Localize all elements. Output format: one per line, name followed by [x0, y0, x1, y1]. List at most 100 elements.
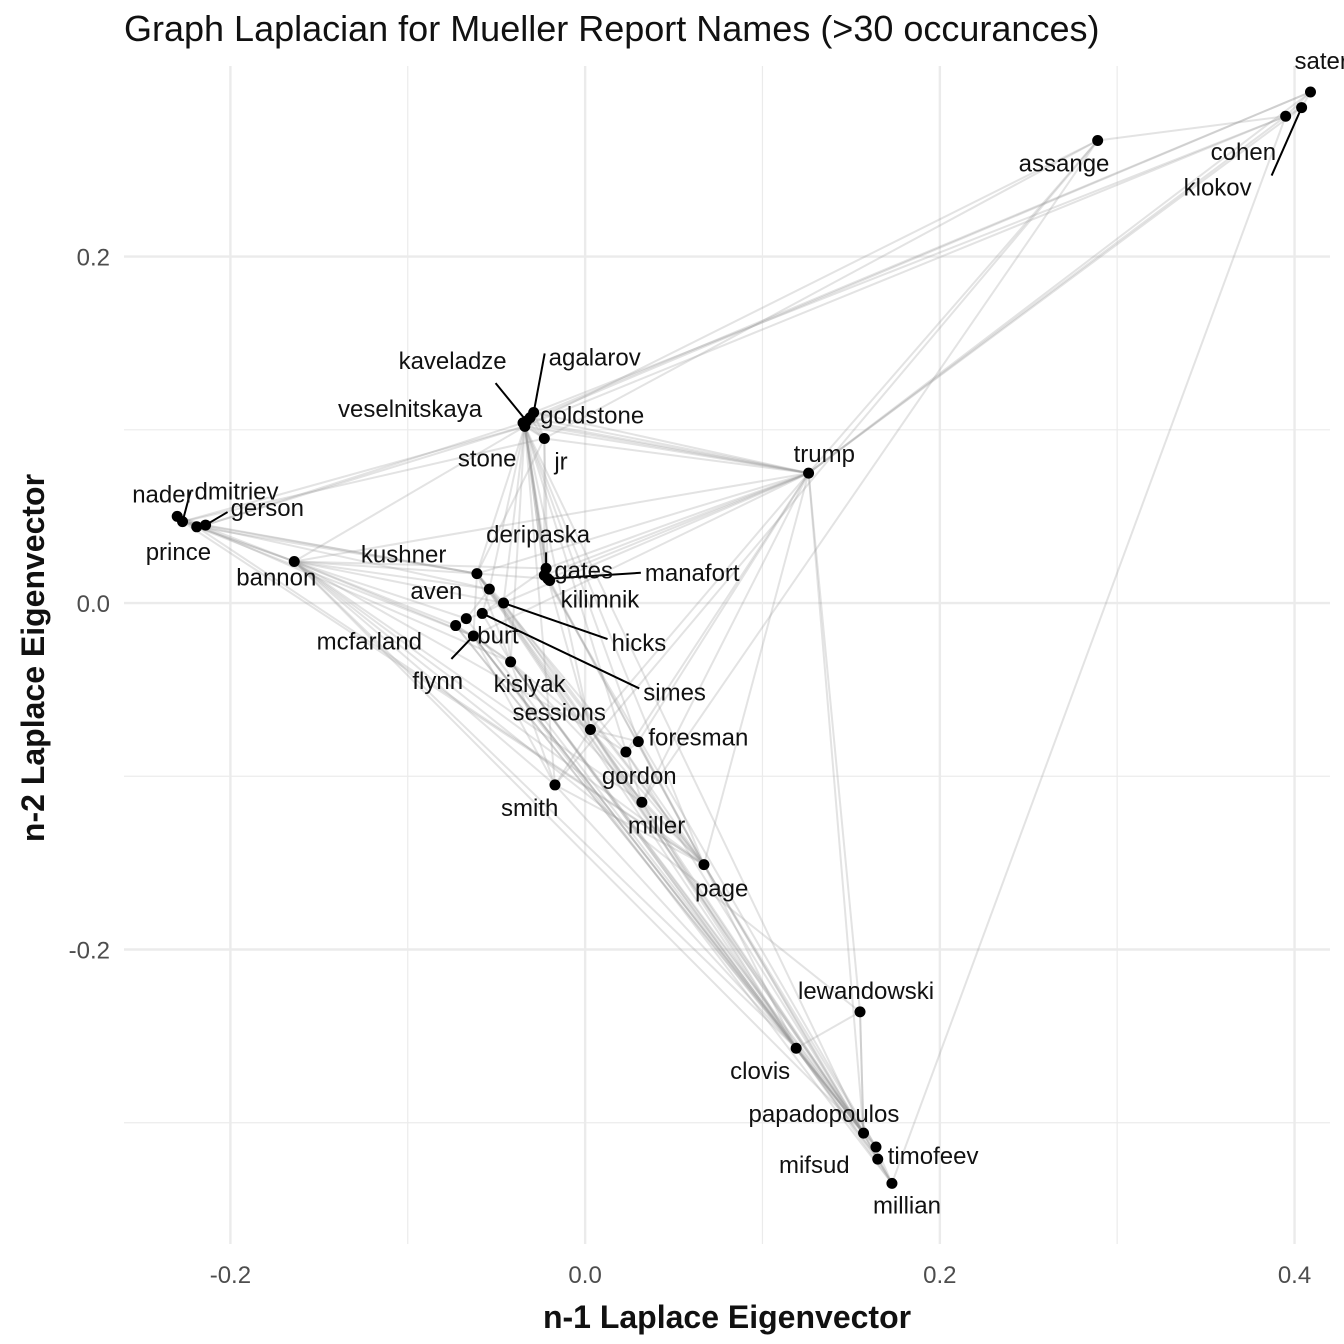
- y-axis-title: n-2 Laplace Eigenvector: [15, 474, 51, 842]
- graph-edge: [703, 864, 865, 1134]
- label-assange: assange: [1019, 150, 1110, 177]
- graph-edge: [526, 420, 809, 475]
- graph-edge: [182, 425, 526, 523]
- graph-edge: [554, 784, 705, 866]
- graph-edge: [625, 751, 705, 866]
- x-tick-label: 0.0: [568, 1262, 601, 1289]
- point-mifsud: [870, 1141, 882, 1153]
- graph-edge: [182, 520, 490, 591]
- point-burt: [460, 613, 472, 625]
- graph-edge: [589, 728, 865, 1134]
- label-klokov: klokov: [1184, 175, 1252, 202]
- graph-edge: [181, 520, 705, 866]
- graph-edge: [533, 115, 1287, 414]
- graph-edge: [859, 1011, 865, 1134]
- graph-edge: [807, 106, 1303, 474]
- point-millian: [886, 1177, 898, 1189]
- graph-edge: [523, 426, 643, 803]
- graph-edge: [807, 139, 1099, 474]
- x-axis-title: n-1 Laplace Eigenvector: [543, 1299, 911, 1335]
- label-millian: millian: [873, 1192, 941, 1219]
- graph-edge: [196, 525, 705, 866]
- point-foresman: [632, 736, 644, 748]
- graph-edge: [293, 560, 556, 786]
- point-bannon: [288, 555, 300, 567]
- graph-edge: [293, 560, 797, 1049]
- graph-edge: [703, 864, 877, 1148]
- graph-edge: [476, 438, 546, 575]
- label-flynn: flynn: [412, 668, 463, 695]
- label-veselnitskaya: veselnitskaya: [338, 396, 483, 423]
- graph-edge: [523, 426, 546, 576]
- graph-edge: [589, 728, 627, 753]
- graph-edge: [294, 560, 504, 605]
- label-sater: sater: [1294, 48, 1344, 75]
- graph-edge: [891, 115, 1287, 1184]
- leader-manafort: [547, 571, 641, 580]
- graph-edge: [547, 472, 809, 580]
- graph-edge: [196, 525, 295, 563]
- graph-edge: [502, 426, 526, 604]
- graph-edge: [589, 728, 798, 1049]
- point-cohen: [1280, 110, 1292, 122]
- point-prince: [191, 521, 203, 533]
- graph-edge: [454, 624, 797, 1049]
- label-deripaska: deripaska: [486, 521, 591, 548]
- graph-edge: [205, 425, 526, 527]
- graph-edge: [205, 421, 524, 527]
- label-page: page: [695, 876, 748, 903]
- graph-edge: [509, 661, 877, 1148]
- graph-edge: [182, 520, 478, 575]
- graph-edge: [182, 437, 545, 523]
- graph-edge: [543, 574, 877, 1148]
- graph-edge: [523, 426, 556, 786]
- point-gordon: [620, 746, 632, 758]
- grid-lines: [124, 66, 1330, 1244]
- label-mcfarland: mcfarland: [317, 629, 422, 656]
- graph-edge: [294, 560, 547, 570]
- point-stone: [519, 420, 531, 432]
- graph-edge: [524, 115, 1287, 428]
- point-page: [698, 859, 710, 871]
- graph-edge: [294, 560, 490, 591]
- graph-edge: [703, 864, 798, 1049]
- graph-edge: [481, 612, 512, 663]
- graph-edge: [1097, 115, 1286, 142]
- graph-edge: [509, 426, 526, 662]
- leader-klokov: [1270, 107, 1303, 176]
- point-clovis: [790, 1042, 802, 1054]
- graph-edge: [476, 573, 797, 1049]
- label-gerson: gerson: [231, 495, 304, 522]
- graph-edge: [545, 472, 809, 570]
- graph-edge: [589, 728, 705, 866]
- label-papadopoulos: papadopoulos: [749, 1101, 900, 1128]
- graph-edge: [472, 635, 512, 663]
- point-sessions: [584, 723, 596, 735]
- point-jr: [538, 432, 550, 444]
- leader-simes: [481, 612, 640, 690]
- graph-edge: [637, 741, 705, 866]
- point-assange: [1092, 134, 1104, 146]
- graph-edge: [472, 635, 797, 1049]
- label-lewandowski: lewandowski: [798, 978, 934, 1005]
- graph-edge: [589, 472, 810, 731]
- label-cohen: cohen: [1211, 139, 1276, 166]
- leader-hicks: [503, 602, 608, 640]
- graph-edge: [523, 426, 548, 569]
- graph-edge: [293, 560, 705, 866]
- graph-edge: [472, 635, 893, 1184]
- graph-edge: [293, 560, 643, 804]
- label-nader: nader: [132, 481, 193, 508]
- graph-edge: [509, 661, 865, 1134]
- tick-labels: -0.2 0.0 0.2 0.4 -0.2 0.0 0.2: [69, 245, 1312, 1289]
- point-labels: sater cohen klokov assange trump kaveladze aga…: [132, 48, 1344, 1219]
- graph-edge: [529, 416, 809, 475]
- graph-edge: [293, 560, 861, 1013]
- point-nader: [171, 510, 183, 522]
- graph-edge: [472, 472, 810, 637]
- label-clovis: clovis: [730, 1058, 790, 1085]
- graph-edge: [472, 635, 556, 786]
- point-mcfarland: [450, 620, 462, 632]
- graph-edge: [509, 661, 797, 1049]
- y-tick-label: 0.2: [77, 245, 110, 272]
